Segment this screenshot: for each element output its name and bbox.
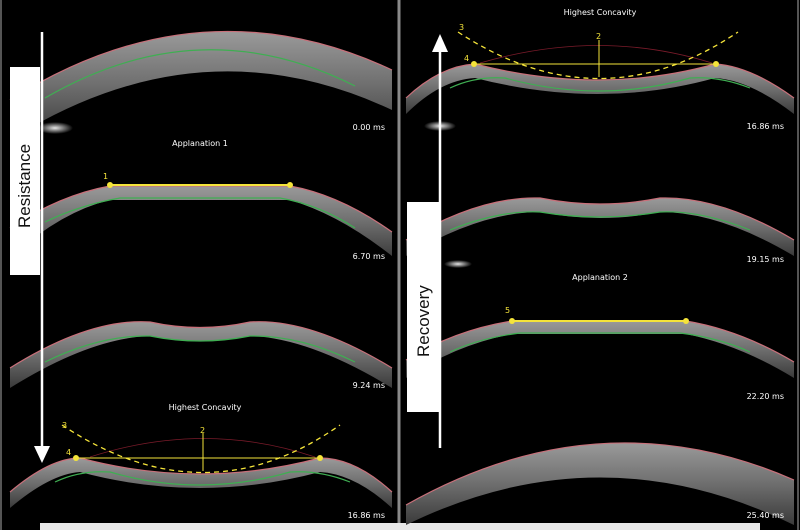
time-label: 16.86 ms bbox=[747, 122, 784, 131]
point-label-3: 3 bbox=[62, 421, 67, 430]
cornea-inner-edge bbox=[44, 49, 356, 99]
time-label: 19.15 ms bbox=[747, 255, 784, 264]
frame-l4: Highest Concavity 3 2 4 16.86 ms bbox=[9, 403, 393, 520]
cornea-band bbox=[406, 442, 794, 525]
peak-point bbox=[471, 61, 477, 67]
point-label-3: 3 bbox=[459, 23, 464, 32]
applanation-endpoint bbox=[683, 318, 689, 324]
cornea-inner-edge bbox=[449, 211, 751, 231]
frame-l3: 9.24 ms bbox=[9, 321, 393, 390]
cornea-outer-edge bbox=[9, 321, 393, 369]
frame-title: Applanation 2 bbox=[572, 273, 628, 282]
cornea-inner-edge bbox=[44, 335, 356, 363]
recovery-arrow bbox=[432, 34, 448, 448]
applanation-endpoint bbox=[509, 318, 515, 324]
time-label: 16.86 ms bbox=[348, 511, 385, 520]
cornea-outer-edge bbox=[405, 197, 795, 241]
point-label-4: 4 bbox=[464, 54, 469, 63]
time-label: 6.70 ms bbox=[353, 252, 385, 261]
resistance-label-box bbox=[10, 67, 40, 275]
applanation-endpoint bbox=[107, 182, 113, 188]
frame-r1: Highest Concavity 3 2 4 16.86 ms bbox=[405, 8, 795, 131]
initial-curvature-arc bbox=[89, 438, 316, 458]
time-label: 25.40 ms bbox=[747, 511, 784, 520]
resistance-label: Resistance bbox=[15, 143, 34, 228]
cornea-band bbox=[10, 458, 392, 508]
point-label-5: 5 bbox=[505, 306, 510, 315]
initial-curvature-arc bbox=[479, 45, 713, 64]
reflection-glare bbox=[37, 122, 73, 134]
cornea-outer-edge bbox=[9, 457, 393, 493]
recovery-label: Recovery bbox=[414, 285, 433, 357]
cornea-inner-edge bbox=[44, 197, 356, 229]
reflection-glare bbox=[444, 260, 472, 268]
applanation-endpoint bbox=[287, 182, 293, 188]
point-label-1: 1 bbox=[103, 172, 108, 181]
peak-point bbox=[713, 61, 719, 67]
frame-r2: 19.15 ms bbox=[405, 197, 795, 268]
cornea-outer-edge bbox=[405, 63, 795, 99]
frame-title: Applanation 1 bbox=[172, 139, 228, 148]
cornea-band bbox=[406, 64, 794, 114]
cornea-inner-edge bbox=[449, 77, 751, 92]
peak-point bbox=[73, 455, 79, 461]
frame-l1: 0.00 ms bbox=[9, 30, 393, 140]
frame-title: Highest Concavity bbox=[564, 8, 637, 17]
frame-title: Highest Concavity bbox=[169, 403, 242, 412]
cornea-band bbox=[10, 321, 392, 388]
point-label-2: 2 bbox=[596, 32, 601, 41]
point-label-2: 2 bbox=[200, 426, 205, 435]
time-label: 22.20 ms bbox=[747, 392, 784, 401]
time-label: 9.24 ms bbox=[353, 381, 385, 390]
resistance-arrow bbox=[34, 32, 50, 463]
cornea-band bbox=[406, 197, 794, 256]
cornea-inner-edge bbox=[54, 471, 351, 486]
cornea-outer-edge bbox=[405, 442, 795, 506]
bottom-strip bbox=[40, 523, 760, 530]
cornea-inner-edge bbox=[449, 332, 751, 353]
time-label: 0.00 ms bbox=[353, 123, 385, 132]
cornea-band bbox=[10, 31, 392, 140]
point-label-4: 4 bbox=[66, 448, 71, 457]
frame-r4: 25.40 ms bbox=[405, 442, 795, 525]
recovery-label-box bbox=[407, 202, 440, 412]
cornea-outer-edge bbox=[9, 30, 393, 101]
peak-point bbox=[317, 455, 323, 461]
frame-l2: Applanation 1 1 6.70 ms bbox=[9, 139, 393, 261]
